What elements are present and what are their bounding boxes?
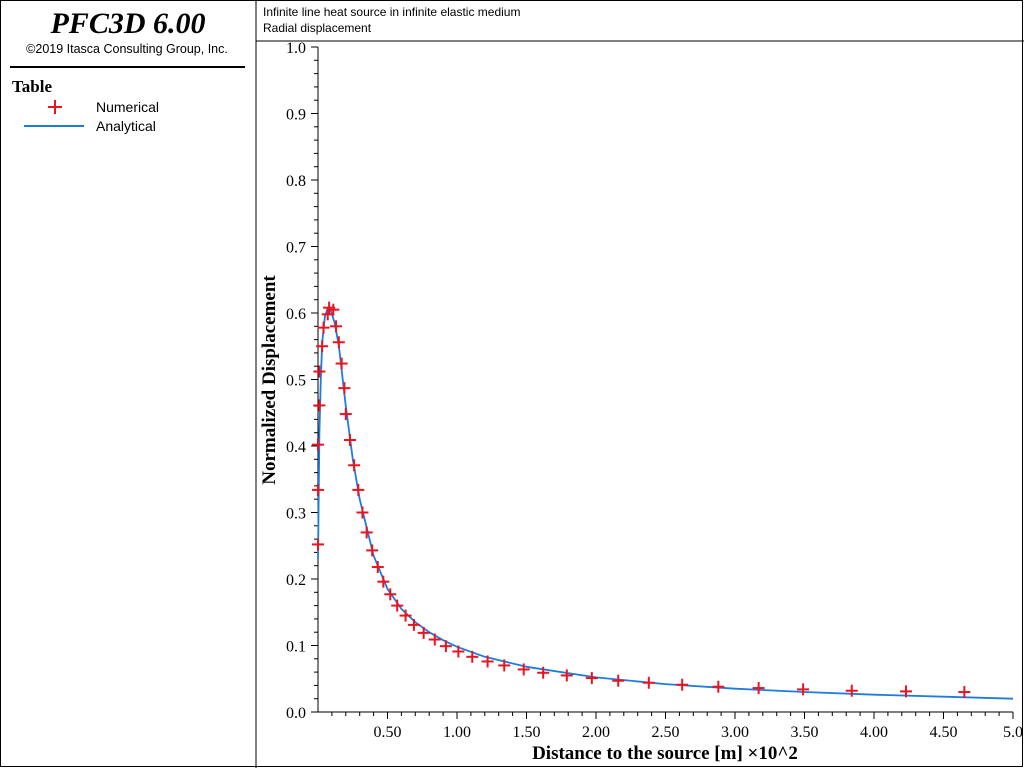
numerical-point [399, 609, 412, 622]
numerical-point [712, 680, 725, 693]
analytical-line [317, 307, 1014, 700]
y-tick-label: 0.8 [286, 173, 306, 190]
numerical-point [371, 561, 384, 574]
analytical-series [317, 307, 1014, 700]
numerical-point [377, 575, 390, 588]
numerical-point [312, 438, 324, 451]
y-tick-label: 0.3 [286, 506, 306, 523]
legend-analytical-label: Analytical [96, 118, 156, 134]
numerical-point [313, 365, 326, 378]
numerical-point [797, 683, 810, 696]
y-tick-label: 0.5 [286, 373, 306, 390]
y-tick-label: 0.2 [286, 572, 306, 589]
numerical-point [452, 645, 465, 658]
numerical-point [560, 669, 573, 682]
numerical-point [517, 663, 530, 676]
chart: 0.0 0.1 0.2 0.3 0.4 0.5 0.6 0.7 0.8 0.9 1.0 0.50 1.0… [259, 40, 1023, 764]
numerical-point [585, 672, 598, 685]
numerical-point [407, 618, 420, 631]
x-tick-label: 0.50 [374, 724, 402, 741]
numerical-point [332, 336, 345, 349]
x-tick-label: 3.00 [721, 724, 749, 741]
plot-title: Infinite line heat source in infinite el… [263, 5, 520, 19]
numerical-point [612, 674, 625, 687]
y-tick-label: 0.7 [286, 240, 306, 257]
numerical-point [348, 459, 361, 472]
numerical-point [343, 434, 356, 447]
numerical-point [537, 666, 550, 679]
numerical-point [384, 588, 397, 601]
numerical-point [845, 684, 858, 697]
y-tick-label: 1.0 [286, 40, 306, 57]
numerical-point [339, 408, 352, 421]
y-tick-label: 0.0 [286, 705, 306, 722]
legend-numerical-marker [48, 100, 62, 114]
numerical-point [498, 659, 511, 672]
numerical-point [327, 303, 340, 316]
numerical-point [428, 633, 441, 646]
numerical-point [752, 682, 765, 695]
x-tick-label: 1.50 [513, 724, 541, 741]
numerical-point [338, 382, 351, 395]
numerical-point [335, 357, 348, 370]
numerical-point [330, 320, 343, 333]
x-tick-label: 1.00 [443, 724, 471, 741]
numerical-point [899, 685, 912, 698]
numerical-point [312, 483, 324, 496]
copyright-text: ©2019 Itasca Consulting Group, Inc. [26, 42, 228, 56]
legend-title: Table [12, 77, 52, 96]
numerical-point [958, 686, 971, 699]
y-tick-label: 0.1 [286, 639, 306, 656]
y-tick-label: 0.9 [286, 107, 306, 124]
numerical-point [642, 676, 655, 689]
x-tick-label: 5.0 [1003, 724, 1023, 741]
numerical-point [481, 655, 494, 668]
numerical-point [312, 538, 324, 551]
plot-subtitle: Radial displacement [263, 21, 372, 35]
app-title: PFC3D 6.00 [49, 7, 205, 40]
legend-numerical-label: Numerical [96, 99, 159, 115]
numerical-point [313, 399, 326, 412]
y-tick-label: 0.4 [286, 439, 306, 456]
y-tick-label: 0.6 [286, 306, 306, 323]
x-tick-label: 2.50 [652, 724, 680, 741]
numerical-point [417, 626, 430, 639]
x-tick-label: 3.50 [791, 724, 819, 741]
x-tick-label: 4.00 [860, 724, 888, 741]
x-axis-label: Distance to the source [m] ×10^2 [532, 743, 798, 764]
numerical-point [676, 678, 689, 691]
numerical-point [352, 483, 365, 496]
x-tick-label: 2.00 [582, 724, 610, 741]
numerical-point [391, 599, 404, 612]
numerical-point [366, 544, 379, 557]
x-tick-label: 4.50 [930, 724, 958, 741]
numerical-series [312, 301, 971, 699]
numerical-point [317, 321, 330, 334]
numerical-point [466, 650, 479, 663]
numerical-point [360, 526, 373, 539]
y-axis-label: Normalized Displacement [259, 275, 280, 485]
axes: 0.0 0.1 0.2 0.3 0.4 0.5 0.6 0.7 0.8 0.9 1.0 0.50 1.0… [286, 40, 1023, 741]
numerical-point [316, 340, 329, 353]
numerical-point [439, 640, 452, 653]
numerical-point [356, 506, 369, 519]
legend: Table Numerical Analytical [12, 77, 159, 134]
